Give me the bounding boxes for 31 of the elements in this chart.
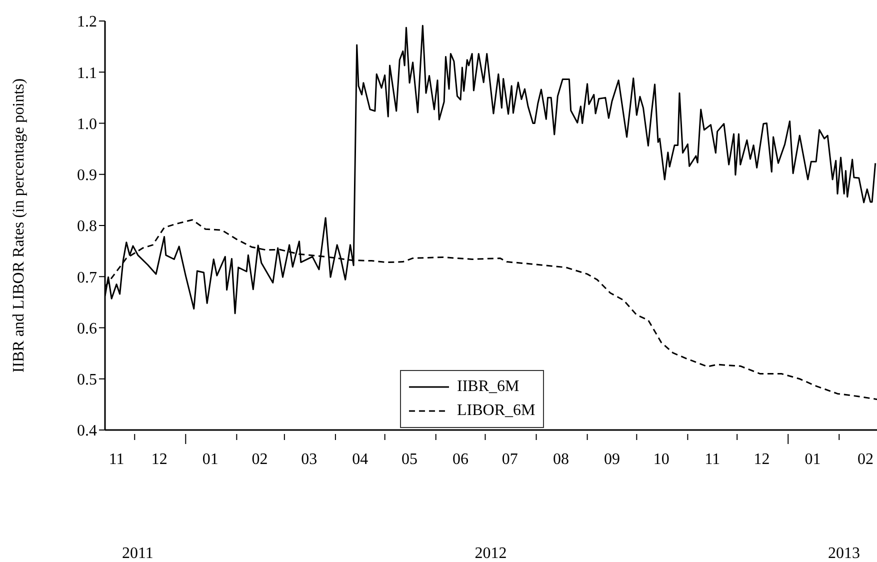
y-tick-label: 0.4: [77, 422, 97, 440]
x-tick-label: 12: [151, 451, 168, 468]
y-tick-label: 0.8: [77, 218, 97, 236]
y-axis-title: IIBR and LIBOR Rates (in percentage points): [10, 78, 28, 373]
x-tick-label: 12: [754, 451, 770, 468]
y-tick-label: 0.6: [77, 320, 97, 338]
y-tick-label: 1.1: [77, 64, 97, 82]
y-tick-label: 0.5: [77, 372, 97, 389]
y-tick-label: 1.2: [77, 14, 97, 31]
x-tick-label: 03: [301, 451, 318, 468]
x-tick-label: 01: [804, 451, 821, 468]
x-tick-label: 02: [252, 451, 268, 468]
x-tick-label: 04: [352, 451, 368, 468]
x-tick-label: 11: [108, 451, 124, 468]
y-tick-label: 0.9: [77, 167, 97, 184]
x-tick-label: 06: [452, 451, 469, 468]
x-tick-label: 11: [704, 451, 720, 468]
text: 2013: [828, 545, 860, 562]
text: 2012: [474, 545, 507, 562]
x-tick-label: 08: [552, 451, 569, 468]
x-tick-label: 02: [857, 451, 874, 468]
text: 2011: [122, 545, 154, 562]
legend-label: LIBOR_6M: [457, 401, 536, 421]
x-tick-label: 05: [402, 451, 418, 468]
x-tick-label: 09: [604, 451, 620, 468]
x-tick-label: 10: [653, 451, 670, 468]
y-tick-label: 0.7: [77, 269, 97, 286]
legend-label: IIBR_6M: [457, 377, 520, 397]
y-tick-label: 1.0: [77, 116, 97, 133]
x-tick-label: 07: [502, 451, 518, 468]
x-tick-label: 01: [202, 451, 218, 468]
